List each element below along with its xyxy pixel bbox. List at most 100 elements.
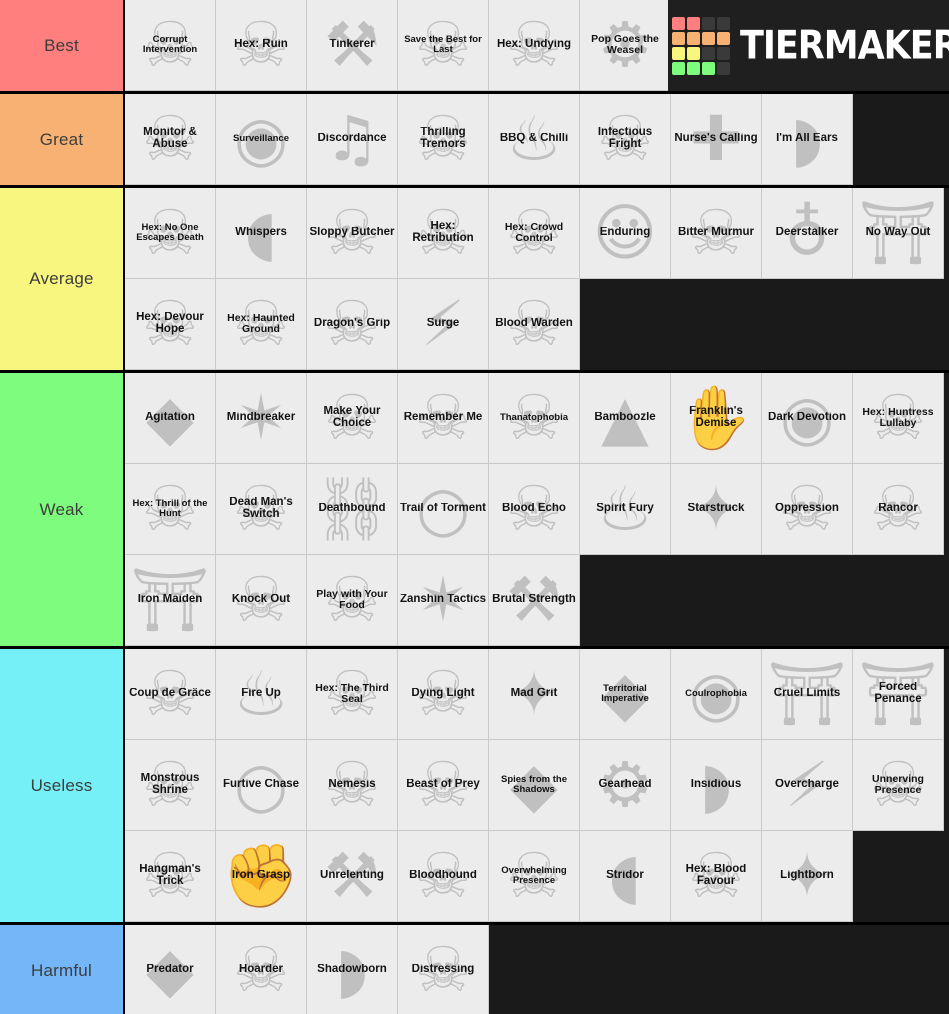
tier-item[interactable]: ✚ Nurse's Calling	[671, 94, 762, 185]
tier-item[interactable]: ☠ Beast of Prey	[398, 740, 489, 831]
tier-item[interactable]: ⛩ Forced Penance	[853, 649, 944, 740]
logo-swatch-1	[687, 16, 700, 30]
tier-item[interactable]: ⛩ Cruel Limits	[762, 649, 853, 740]
tier-item[interactable]: ○ Furtive Chase	[216, 740, 307, 831]
tier-item[interactable]: ◗ Shadowborn	[307, 925, 398, 1014]
tier-item[interactable]: ☠ Oppression	[762, 464, 853, 555]
tier-item[interactable]: ☠ Hex: Undying	[489, 0, 580, 91]
perk-icon: ◉	[233, 102, 289, 175]
tier-item[interactable]: ⚡ Overcharge	[762, 740, 853, 831]
perk-icon: ○	[233, 748, 289, 821]
tier-item[interactable]: ☠ Blood Echo	[489, 464, 580, 555]
tier-item[interactable]: ☠ Dragon's Grip	[307, 279, 398, 370]
tier-item[interactable]: ☠ Hex: Retribution	[398, 188, 489, 279]
tier-item[interactable]: ☠ Rancor	[853, 464, 944, 555]
tier-item[interactable]: ☺ Enduring	[580, 188, 671, 279]
perk-name: Hex: Ruin	[234, 39, 288, 51]
tier-item[interactable]: ☠ Hex: Ruin	[216, 0, 307, 91]
tier-item[interactable]: ☠ Overwhelming Presence	[489, 831, 580, 922]
tier-item[interactable]: ♁ Deerstalker	[762, 188, 853, 279]
tier-item[interactable]: ☠ Unnerving Presence	[853, 740, 944, 831]
tier-item[interactable]: ◖ Whispers	[216, 188, 307, 279]
tier-item[interactable]: ◆ Predator	[125, 925, 216, 1014]
tier-item[interactable]: ✋ Franklin's Demise	[671, 373, 762, 464]
tier-item[interactable]: ♨ Spirit Fury	[580, 464, 671, 555]
tier-item[interactable]: ☠ Infectious Fright	[580, 94, 671, 185]
tier-label-useless[interactable]: Useless	[0, 649, 125, 922]
tier-item[interactable]: ○ Trail of Torment	[398, 464, 489, 555]
tier-item[interactable]: ⛩ Iron Maiden	[125, 555, 216, 646]
tier-item[interactable]: ☠ Hex: Devour Hope	[125, 279, 216, 370]
tier-item[interactable]: ✶ Mindbreaker	[216, 373, 307, 464]
tier-item[interactable]: ✦ Lightborn	[762, 831, 853, 922]
tiermaker-logo[interactable]: TIERMAKER	[668, 0, 949, 91]
tier-item[interactable]: ☠ Remember Me	[398, 373, 489, 464]
perk-name: Iron Maiden	[137, 594, 203, 606]
tier-item[interactable]: ☠ Corrupt Intervention	[125, 0, 216, 91]
tier-item[interactable]: ☠ Nemesis	[307, 740, 398, 831]
tier-label-great[interactable]: Great	[0, 94, 125, 185]
tier-item[interactable]: ☠ Bitter Murmur	[671, 188, 762, 279]
tier-item[interactable]: ⚒ Tinkerer	[307, 0, 398, 91]
perk-name: Hex: Devour Hope	[136, 312, 204, 335]
tier-label-harmful[interactable]: Harmful	[0, 925, 125, 1014]
tier-item[interactable]: ☠ Sloppy Butcher	[307, 188, 398, 279]
tier-item[interactable]: ◉ Coulrophobia	[671, 649, 762, 740]
perk-name: Monstrous Shrine	[140, 773, 200, 796]
tier-item[interactable]: ☠ Blood Warden	[489, 279, 580, 370]
tier-label-best[interactable]: Best	[0, 0, 125, 91]
tier-item[interactable]: ✊ Iron Grasp	[216, 831, 307, 922]
tier-item[interactable]: ☠ Thrilling Tremors	[398, 94, 489, 185]
tier-item[interactable]: ◆ Territorial Imperative	[580, 649, 671, 740]
tier-item[interactable]: ◉ Dark Devotion	[762, 373, 853, 464]
tier-row-weak: Weak ◆ Agitation ✶ Mindbreaker ☠ Make Your Cho…	[0, 373, 949, 649]
tier-item[interactable]: ◗ I'm All Ears	[762, 94, 853, 185]
perk-name: Coulrophobia	[685, 689, 747, 699]
tier-item[interactable]: ☠ Hex: Thrill of the Hunt	[125, 464, 216, 555]
tier-item[interactable]: ☠ Hangman's Trick	[125, 831, 216, 922]
tier-item[interactable]: ⛓ Deathbound	[307, 464, 398, 555]
tier-item[interactable]: ♨ BBQ & Chilli	[489, 94, 580, 185]
tier-item[interactable]: ☠ Save the Best for Last	[398, 0, 489, 91]
tier-item[interactable]: ☠ Hex: Blood Favour	[671, 831, 762, 922]
tier-item[interactable]: ◆ Spies from the Shadows	[489, 740, 580, 831]
perk-name: Unnerving Presence	[872, 774, 924, 796]
tier-item[interactable]: ☠ Coup de Grâce	[125, 649, 216, 740]
tier-item[interactable]: ☠ Dying Light	[398, 649, 489, 740]
tier-item[interactable]: ✦ Starstruck	[671, 464, 762, 555]
perk-icon: ◖	[244, 196, 278, 269]
tier-item[interactable]: ☠ Monitor & Abuse	[125, 94, 216, 185]
tier-item[interactable]: ◉ Surveillance	[216, 94, 307, 185]
tier-item[interactable]: ☠ Hex: No One Escapes Death	[125, 188, 216, 279]
tier-label-average[interactable]: Average	[0, 188, 125, 370]
tier-item[interactable]: ⚒ Unrelenting	[307, 831, 398, 922]
tier-label-weak[interactable]: Weak	[0, 373, 125, 646]
tier-item[interactable]: ◆ Agitation	[125, 373, 216, 464]
tier-item[interactable]: ◗ Insidious	[671, 740, 762, 831]
tier-item[interactable]: ✦ Mad Grit	[489, 649, 580, 740]
tier-item[interactable]: ⚒ Brutal Strength	[489, 555, 580, 646]
tier-item[interactable]: ⚙ Pop Goes the Weasel	[580, 0, 671, 91]
tier-item[interactable]: ☠ Hex: Haunted Ground	[216, 279, 307, 370]
tier-item[interactable]: ⛩ No Way Out	[853, 188, 944, 279]
tier-item[interactable]: ✶ Zanshin Tactics	[398, 555, 489, 646]
tier-item[interactable]: ⚡ Surge	[398, 279, 489, 370]
tier-item[interactable]: ☠ Make Your Choice	[307, 373, 398, 464]
tier-item[interactable]: ⚙ Gearhead	[580, 740, 671, 831]
tier-item[interactable]: ♫ Discordance	[307, 94, 398, 185]
tier-item[interactable]: ☠ Play with Your Food	[307, 555, 398, 646]
tier-item[interactable]: ☠ Hoarder	[216, 925, 307, 1014]
tier-item[interactable]: ☠ Distressing	[398, 925, 489, 1014]
tier-item[interactable]: ☠ Thanatophobia	[489, 373, 580, 464]
tier-item[interactable]: ☠ Knock Out	[216, 555, 307, 646]
tier-item[interactable]: ☠ Monstrous Shrine	[125, 740, 216, 831]
tier-item[interactable]: ☠ Hex: Huntress Lullaby	[853, 373, 944, 464]
tier-item[interactable]: ☠ Hex: Crowd Control	[489, 188, 580, 279]
tier-item[interactable]: ☠ Hex: The Third Seal	[307, 649, 398, 740]
tier-item[interactable]: ▲ Bamboozle	[580, 373, 671, 464]
perk-icon: ☠	[870, 472, 926, 545]
tier-item[interactable]: ☠ Dead Man's Switch	[216, 464, 307, 555]
tier-item[interactable]: ♨ Fire Up	[216, 649, 307, 740]
tier-item[interactable]: ◖ Stridor	[580, 831, 671, 922]
tier-item[interactable]: ☠ Bloodhound	[398, 831, 489, 922]
